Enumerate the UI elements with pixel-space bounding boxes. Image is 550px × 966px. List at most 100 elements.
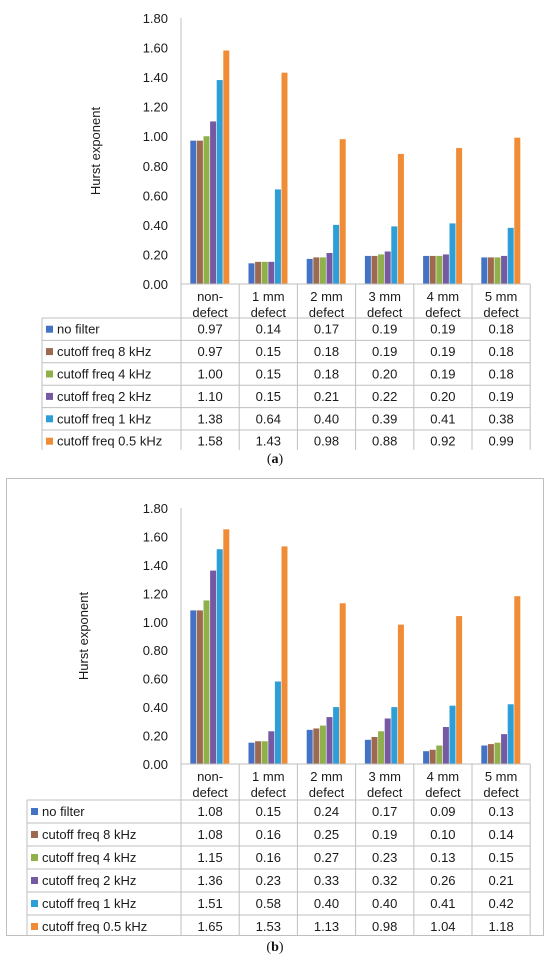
bar — [436, 745, 443, 764]
bar — [429, 749, 436, 764]
category-label: 4 mm — [427, 769, 460, 784]
bar — [268, 731, 275, 764]
bar — [442, 727, 449, 764]
bar — [449, 705, 456, 764]
bar — [364, 255, 371, 284]
legend-key — [46, 437, 53, 445]
table-cell: 1.58 — [197, 434, 222, 449]
bar — [210, 570, 217, 764]
bar — [514, 596, 521, 764]
bar — [326, 717, 333, 764]
category-label: 1 mm — [252, 769, 285, 784]
table-cell: 0.33 — [314, 873, 339, 888]
table-cell: 0.19 — [372, 322, 397, 337]
bar — [274, 189, 281, 284]
table-cell: 1.08 — [197, 804, 222, 819]
bar — [255, 261, 262, 284]
category-label: 5 mm — [485, 769, 518, 784]
y-tick-label: 0.80 — [143, 159, 168, 174]
category-label: 3 mm — [368, 769, 401, 784]
table-cell: 0.20 — [372, 367, 397, 382]
table-cell: 0.18 — [488, 322, 513, 337]
bar — [384, 718, 391, 764]
bar — [255, 741, 262, 764]
bar — [196, 140, 203, 284]
bar — [274, 681, 281, 764]
table-cell: 1.43 — [256, 434, 281, 449]
table-cell: 0.39 — [372, 411, 397, 426]
bar — [449, 223, 456, 284]
table-cell: 0.13 — [430, 850, 455, 865]
table-cell: 0.26 — [430, 873, 455, 888]
legend-label: cutoff freq 4 kHz — [42, 850, 136, 865]
table-cell: 0.64 — [256, 411, 281, 426]
chart-a: Hurst exponent 0.00 0.20 0.40 0.60 0.80 1.00 1.… — [41, 11, 531, 453]
table-cell: 0.22 — [372, 389, 397, 404]
bar — [494, 257, 501, 284]
chart-b: Hurst exponent 0.00 0.20 0.40 0.60 0.80 1.00 1.… — [26, 501, 531, 939]
legend-label: cutoff freq 0.5 kHz — [42, 919, 147, 934]
category-label: defect — [251, 785, 287, 800]
bar — [319, 725, 326, 764]
table-cell: 0.19 — [430, 367, 455, 382]
bar — [268, 261, 275, 284]
legend-label: cutoff freq 8 kHz — [42, 827, 136, 842]
y-tick-label: 1.20 — [143, 100, 168, 115]
legend-label: cutoff freq 0.5 kHz — [57, 434, 162, 449]
legend-key — [31, 831, 38, 838]
bar — [514, 137, 521, 284]
legend-label: cutoff freq 1 kHz — [57, 411, 151, 426]
bar — [487, 744, 494, 764]
bar — [261, 261, 268, 284]
table-cell: 0.97 — [197, 344, 222, 359]
bar — [487, 257, 494, 284]
legend-key — [31, 854, 38, 861]
table-cell: 1.04 — [430, 919, 455, 934]
y-tick-label: 1.40 — [143, 558, 168, 573]
bar — [507, 227, 514, 284]
category-label: defect — [425, 305, 461, 320]
table-cell: 0.32 — [372, 873, 397, 888]
table-cell: 0.21 — [314, 389, 339, 404]
legend-label: no filter — [42, 804, 85, 819]
table-cell: 1.51 — [197, 896, 222, 911]
bar — [378, 254, 385, 284]
y-tick-label: 0.60 — [143, 188, 168, 203]
bar — [281, 546, 288, 764]
y-tick-label: 0.40 — [143, 700, 168, 715]
table-cell: 0.17 — [314, 322, 339, 337]
category-label: 2 mm — [310, 289, 343, 304]
legend-key — [31, 923, 38, 930]
caption-b: (b) — [266, 940, 284, 955]
bar — [501, 734, 508, 764]
legend-label: cutoff freq 2 kHz — [42, 873, 136, 888]
bar — [391, 707, 398, 764]
table-cell: 0.58 — [256, 896, 281, 911]
table-cell: 0.10 — [430, 827, 455, 842]
bar — [313, 257, 320, 284]
bar — [333, 707, 340, 764]
bar — [494, 742, 501, 764]
category-label: defect — [367, 305, 403, 320]
legend-label: cutoff freq 1 kHz — [42, 896, 136, 911]
bar — [223, 529, 230, 764]
bar — [210, 121, 217, 284]
table-cell: 0.09 — [430, 804, 455, 819]
table-cell: 1.00 — [197, 367, 222, 382]
bar — [306, 729, 313, 764]
legend-key — [46, 415, 53, 423]
bar — [442, 254, 449, 284]
bar — [339, 603, 346, 764]
table-cell: 0.38 — [488, 411, 513, 426]
bar — [378, 731, 385, 764]
bar — [333, 224, 340, 284]
table-cell: 1.53 — [256, 919, 281, 934]
table-cell: 0.41 — [430, 411, 455, 426]
bar — [203, 600, 210, 764]
category-label: 1 mm — [252, 289, 285, 304]
bar — [339, 139, 346, 284]
bar — [456, 148, 463, 284]
table-cell: 0.23 — [256, 873, 281, 888]
table-cell: 0.40 — [372, 896, 397, 911]
bar — [261, 741, 268, 764]
